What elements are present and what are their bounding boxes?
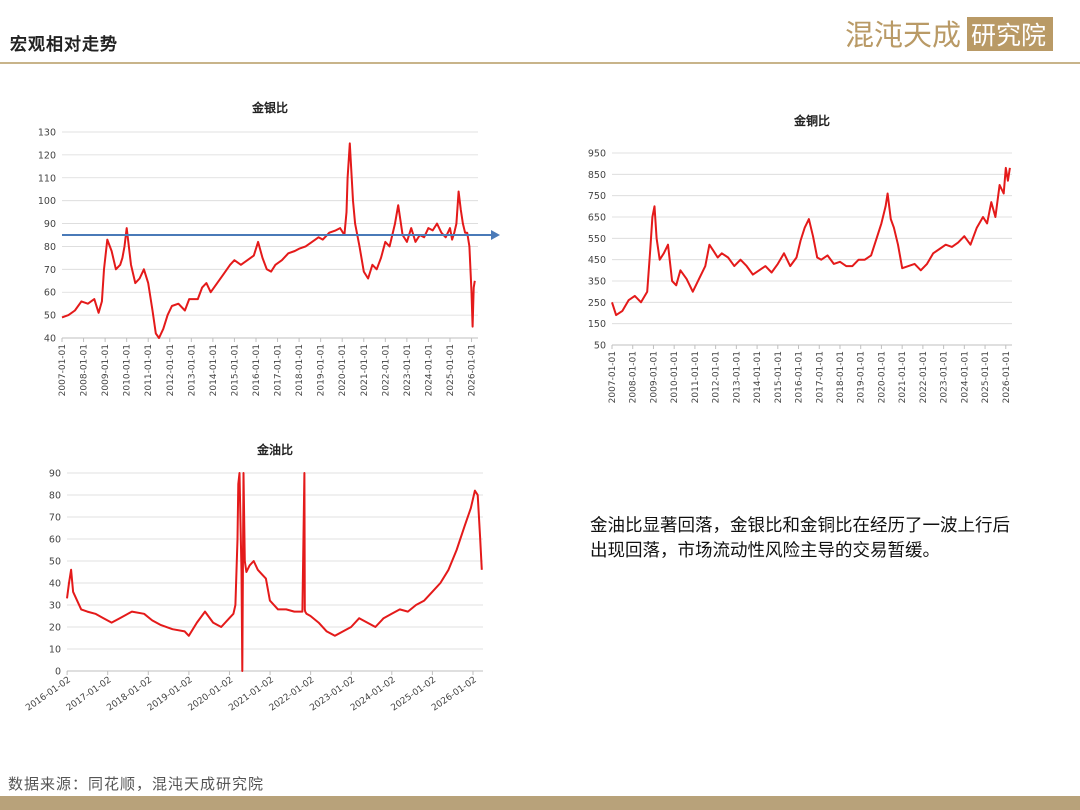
x-tick-label: 2021-01-01 xyxy=(360,344,370,396)
y-tick-label: 850 xyxy=(588,170,606,181)
gold-copper-chart: 金铜比 50 150 250 350 450 550 650 750 850 950 2007-01-… xyxy=(588,113,1012,403)
x-tick-label: 2019-01-01 xyxy=(317,344,327,396)
logo-text-right: 研究院 xyxy=(971,21,1046,50)
y-tick-label: 90 xyxy=(49,469,61,480)
y-tick-label: 0 xyxy=(55,667,61,678)
chart-title: 金铜比 xyxy=(793,113,830,128)
x-tick-label: 2023-01-01 xyxy=(940,351,950,403)
logo-box xyxy=(967,17,1053,51)
x-tick-label: 2009-01-01 xyxy=(649,351,659,403)
x-tick-label: 2013-01-01 xyxy=(732,351,742,403)
y-tick-label: 50 xyxy=(594,341,606,352)
y-tick-label: 80 xyxy=(49,491,61,502)
y-tick-label: 80 xyxy=(44,242,56,253)
x-tick-label: 2014-01-01 xyxy=(753,351,763,403)
x-tick-label: 2026-01-02 xyxy=(430,675,479,713)
x-tick-label: 2024-01-01 xyxy=(960,351,970,403)
y-tick-label: 550 xyxy=(588,234,606,245)
x-tick-label: 2023-01-01 xyxy=(403,344,413,396)
x-tick-label: 2016-01-01 xyxy=(252,344,262,396)
annotation-text: 金油比显著回落，金银比和金铜比在经历了一波上行后出现回落，市场流动性风险主导的交… xyxy=(590,516,1010,561)
y-tick-label: 40 xyxy=(49,579,61,590)
y-tick-label: 350 xyxy=(588,277,606,288)
y-tick-label: 50 xyxy=(49,557,61,568)
y-tick-label: 40 xyxy=(44,334,56,345)
y-tick-label: 30 xyxy=(49,601,61,612)
x-tick-label: 2009-01-01 xyxy=(101,344,111,396)
x-tick-label: 2007-01-01 xyxy=(608,351,618,403)
x-tick-label: 2020-01-01 xyxy=(338,344,348,396)
y-tick-label: 20 xyxy=(49,623,61,634)
chart-title: 金银比 xyxy=(251,100,288,115)
y-tick-label: 750 xyxy=(588,191,606,202)
y-tick-label: 70 xyxy=(49,513,61,524)
y-tick-label: 90 xyxy=(44,219,56,230)
y-tick-label: 950 xyxy=(588,149,606,160)
x-tick-label: 2022-01-01 xyxy=(381,344,391,396)
x-tick-label: 2019-01-01 xyxy=(857,351,867,403)
x-tick-label: 2008-01-01 xyxy=(80,344,90,396)
y-tick-label: 450 xyxy=(588,255,606,266)
x-tick-label: 2016-01-01 xyxy=(795,351,805,403)
y-tick-label: 120 xyxy=(38,150,56,161)
x-tick-label: 2026-01-01 xyxy=(1002,351,1012,403)
y-tick-label: 650 xyxy=(588,213,606,224)
gold-oil-chart: 金油比01020304050607080902016-01-022017-01-… xyxy=(24,442,483,713)
x-tick-label: 2010-01-01 xyxy=(123,344,133,396)
x-tick-label: 2013-01-01 xyxy=(187,344,197,396)
x-tick-label: 2012-01-01 xyxy=(166,344,176,396)
chart-title: 金油比 xyxy=(256,442,293,457)
x-tick-label: 2012-01-01 xyxy=(712,351,722,403)
source-note: 数据来源：同花顺，混沌天成研究院 xyxy=(8,775,265,793)
y-tick-label: 150 xyxy=(588,319,606,330)
x-tick-label: 2014-01-01 xyxy=(209,344,219,396)
x-tick-label: 2017-01-01 xyxy=(274,344,284,396)
y-tick-label: 50 xyxy=(44,311,56,322)
header-divider xyxy=(0,62,1080,64)
footer-bar xyxy=(0,796,1080,810)
x-tick-label: 2017-01-01 xyxy=(815,351,825,403)
y-tick-label: 130 xyxy=(38,128,56,139)
x-tick-label: 2025-01-01 xyxy=(446,344,456,396)
y-tick-label: 70 xyxy=(44,265,56,276)
y-tick-label: 60 xyxy=(49,535,61,546)
x-tick-label: 2018-01-01 xyxy=(836,351,846,403)
series-line xyxy=(66,472,483,672)
x-tick-label: 2015-01-01 xyxy=(774,351,784,403)
y-tick-label: 100 xyxy=(38,196,56,207)
x-tick-label: 2024-01-01 xyxy=(424,344,434,396)
x-tick-label: 2020-01-01 xyxy=(877,351,887,403)
page-title: 宏观相对走势 xyxy=(10,35,118,55)
gold-silver-chart: 金银比 40 50 60 70 80 90 100 110 120 130 2007-01-01 200… xyxy=(38,100,500,396)
logo-text-left: 混沌天成 xyxy=(845,18,961,52)
arrow-head xyxy=(491,230,500,240)
x-tick-label: 2021-01-01 xyxy=(898,351,908,403)
x-tick-label: 2022-01-01 xyxy=(919,351,929,403)
x-tick-label: 2011-01-01 xyxy=(691,351,701,403)
y-tick-label: 250 xyxy=(588,298,606,309)
x-tick-label: 2011-01-01 xyxy=(144,344,154,396)
x-tick-label: 2015-01-01 xyxy=(230,344,240,396)
series-line xyxy=(61,142,476,339)
series-line xyxy=(611,166,1011,317)
brand-logo: 混沌天成 研究院 xyxy=(845,17,1053,52)
x-tick-label: 2007-01-01 xyxy=(58,344,68,396)
x-tick-label: 2026-01-01 xyxy=(468,344,478,396)
y-tick-label: 60 xyxy=(44,288,56,299)
x-tick-label: 2018-01-01 xyxy=(295,344,305,396)
x-tick-label: 2010-01-01 xyxy=(670,351,680,403)
y-tick-label: 10 xyxy=(49,645,61,656)
x-tick-label: 2008-01-01 xyxy=(629,351,639,403)
x-tick-label: 2025-01-01 xyxy=(981,351,991,403)
y-tick-label: 110 xyxy=(38,173,56,184)
